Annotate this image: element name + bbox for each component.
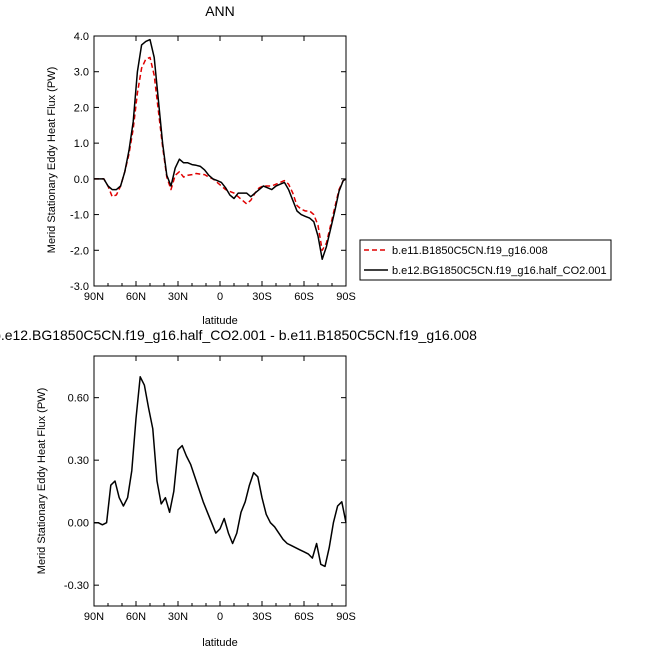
top-y-tick-label: 0.0 xyxy=(74,174,89,186)
bottom-x-tick-label: 30N xyxy=(168,611,188,623)
top-y-tick-label: 4.0 xyxy=(74,31,89,43)
top-y-tick-label: -1.0 xyxy=(70,210,89,222)
legend-label-series-2: b.e12.BG1850C5CN.f19_g16.half_CO2.001 xyxy=(392,265,607,277)
bottom-chart-title: b.e12.BG1850C5CN.f19_g16.half_CO2.001 - … xyxy=(0,327,477,343)
top-x-tick-label: 90S xyxy=(336,291,356,303)
top-x-tick-label: 60N xyxy=(126,291,146,303)
bottom-y-axis-label: Merid Stationary Eddy Heat Flux (PW) xyxy=(36,388,48,574)
top-series-line-2 xyxy=(94,38,347,260)
bottom-ticks: 90N 60N 30N 0 30S 60S 90S -0.30 0.00 0.30 0.60 xyxy=(64,356,356,623)
bottom-x-tick-label: 30S xyxy=(252,611,272,623)
bottom-x-tick-label: 60S xyxy=(294,611,314,623)
bottom-y-tick-label: 0.60 xyxy=(68,393,89,405)
top-plot-frame xyxy=(93,35,347,287)
top-y-tick-label: 3.0 xyxy=(74,67,89,79)
top-x-tick-label: 30N xyxy=(168,291,188,303)
bottom-x-tick-label: 90N xyxy=(84,611,104,623)
top-series-line-1 xyxy=(94,56,347,252)
bottom-x-tick-label: 90S xyxy=(336,611,356,623)
bottom-series-lines xyxy=(94,376,347,568)
top-x-axis-label: latitude xyxy=(202,315,237,327)
top-y-tick-label: 2.0 xyxy=(74,102,89,114)
bottom-plot-frame xyxy=(93,355,347,607)
top-x-tick-label: 30S xyxy=(252,291,272,303)
top-panel: ANN Merid Stationary Eddy Heat Flux (PW)… xyxy=(46,3,356,327)
bottom-x-tick-label: 60N xyxy=(126,611,146,623)
top-chart-title: ANN xyxy=(205,3,235,19)
bottom-series-line-1 xyxy=(94,376,347,568)
top-ticks: 90N 60N 30N 0 30S 60S 90S -3.0 -2.0 -1.0 0.0 1.0 2.0… xyxy=(70,31,356,303)
bottom-y-tick-label: 0.00 xyxy=(68,518,89,530)
legend: b.e11.B1850C5CN.f19_g16.008 b.e12.BG1850… xyxy=(359,239,612,281)
top-x-tick-label: 90N xyxy=(84,291,104,303)
legend-box xyxy=(359,239,612,281)
top-series-lines xyxy=(94,38,347,260)
top-y-tick-label: -3.0 xyxy=(70,281,89,293)
bottom-x-tick-label: 0 xyxy=(217,611,223,623)
bottom-panel: b.e12.BG1850C5CN.f19_g16.half_CO2.001 - … xyxy=(0,327,477,649)
top-y-axis-label: Merid Stationary Eddy Heat Flux (PW) xyxy=(46,67,58,253)
top-y-tick-label: 1.0 xyxy=(74,138,89,150)
bottom-y-tick-label: -0.30 xyxy=(64,580,89,592)
legend-label-series-1: b.e11.B1850C5CN.f19_g16.008 xyxy=(392,245,548,257)
top-x-tick-label: 0 xyxy=(217,291,223,303)
top-x-tick-label: 60S xyxy=(294,291,314,303)
bottom-y-tick-label: 0.30 xyxy=(68,455,89,467)
top-y-tick-label: -2.0 xyxy=(70,245,89,257)
bottom-x-axis-label: latitude xyxy=(202,637,237,649)
